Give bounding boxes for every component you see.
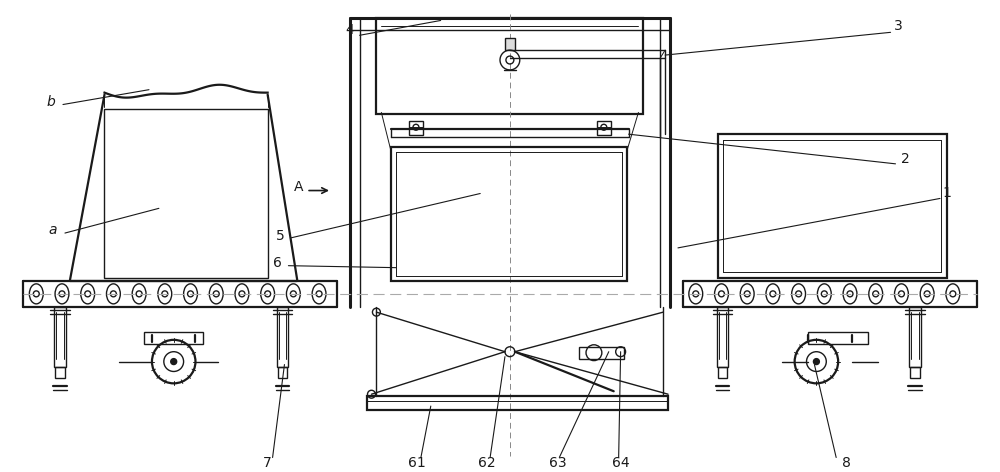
Text: 61: 61: [408, 456, 426, 471]
Text: 4: 4: [345, 23, 354, 37]
Bar: [144, 332, 203, 344]
Bar: [367, 396, 668, 410]
Bar: [579, 347, 624, 359]
Bar: [55, 367, 65, 379]
Text: 2: 2: [901, 152, 910, 166]
Text: 3: 3: [894, 19, 903, 34]
Bar: [409, 121, 423, 135]
Text: 63: 63: [549, 456, 566, 471]
Bar: [910, 367, 920, 379]
Text: 62: 62: [478, 456, 496, 471]
Bar: [54, 307, 66, 367]
Bar: [597, 121, 611, 135]
Circle shape: [171, 359, 177, 364]
Circle shape: [813, 359, 819, 364]
Text: a: a: [49, 223, 57, 237]
Bar: [717, 307, 728, 367]
Text: b: b: [47, 94, 55, 109]
Bar: [718, 134, 947, 278]
Bar: [278, 367, 287, 379]
Text: 64: 64: [612, 456, 629, 471]
Text: 7: 7: [263, 456, 272, 471]
Bar: [909, 307, 921, 367]
Bar: [104, 110, 268, 278]
Text: 5: 5: [276, 229, 285, 243]
Text: 6: 6: [273, 256, 282, 270]
Bar: [808, 332, 868, 344]
Bar: [505, 38, 515, 50]
Bar: [277, 307, 288, 367]
Text: A: A: [294, 179, 303, 194]
Text: 1: 1: [942, 185, 951, 200]
Text: 8: 8: [842, 456, 851, 471]
Bar: [376, 18, 643, 114]
Bar: [718, 367, 727, 379]
Bar: [391, 147, 627, 280]
